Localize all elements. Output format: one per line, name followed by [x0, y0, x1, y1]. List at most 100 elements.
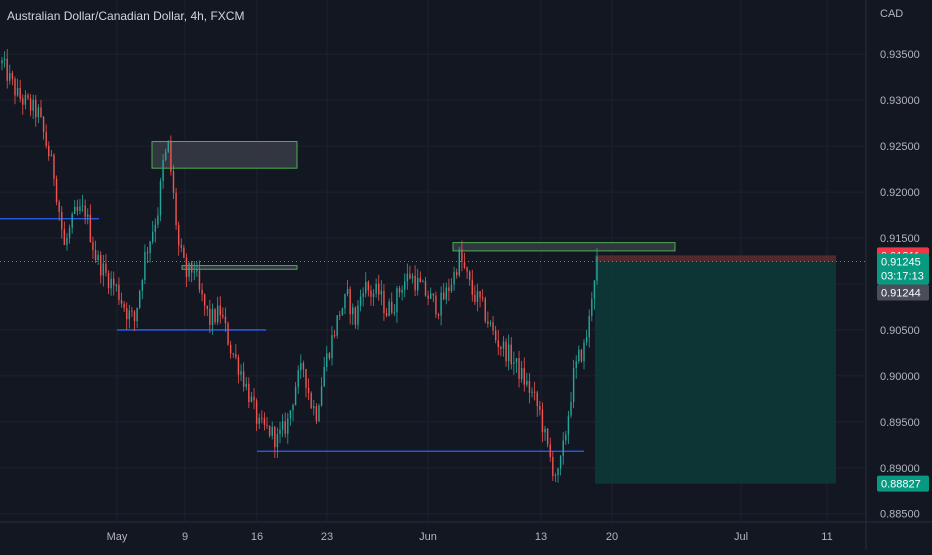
candle-body [591, 298, 593, 316]
symbol-name: Australian Dollar/Canadian Dollar [7, 9, 184, 23]
target-zone[interactable] [595, 261, 836, 484]
target-price-tag: 0.88827 [881, 479, 921, 491]
candle-body [167, 140, 170, 152]
candle-body [333, 335, 336, 337]
candle-body [461, 249, 463, 262]
candle-body [349, 288, 351, 315]
candle-body [287, 418, 289, 434]
time-tick-label: Jul [734, 531, 748, 543]
candle-body [541, 409, 544, 433]
candle-body [326, 353, 328, 368]
candle-body [120, 300, 123, 304]
candle-body [66, 238, 68, 245]
price-tick-label: 0.93000 [880, 95, 920, 107]
candle-body [318, 405, 320, 422]
candle-body [248, 383, 250, 402]
candle-body [162, 159, 164, 182]
candle-body [235, 354, 237, 358]
candle-body [391, 301, 393, 313]
candle-body [211, 309, 214, 326]
candle-body [429, 293, 432, 299]
candle-body [185, 257, 188, 277]
candle-body [596, 256, 598, 281]
supply-zone[interactable] [452, 242, 676, 252]
candle-body [468, 271, 471, 280]
candle-body [341, 308, 344, 316]
candle-body [453, 272, 455, 285]
candle-body [406, 273, 409, 282]
candle-body [539, 406, 541, 410]
candle-body [190, 262, 193, 273]
candle-body [164, 151, 167, 160]
candle-body [61, 212, 63, 230]
candle-body [198, 270, 201, 290]
candle-body [458, 249, 461, 276]
price-tick-label: 0.91500 [880, 233, 920, 245]
candle-body [6, 58, 8, 81]
candle-body [378, 283, 380, 295]
candle-body [55, 178, 58, 203]
currency-label: CAD [880, 8, 903, 20]
candle-body [463, 261, 466, 268]
candle-body [35, 99, 37, 118]
candle-body [268, 425, 271, 436]
candle-body [404, 281, 406, 290]
candle-body [305, 369, 307, 388]
candle-body [271, 426, 273, 436]
candle-body [570, 402, 572, 416]
candle-body [81, 205, 84, 207]
candle-body [276, 434, 279, 448]
candle-body [494, 330, 497, 341]
candle-body [40, 107, 42, 117]
candle-body [450, 284, 453, 291]
candle-body [203, 294, 206, 306]
candle-body [552, 456, 554, 477]
candle-body [375, 283, 377, 294]
candle-body [557, 468, 559, 476]
candle-body [209, 308, 211, 326]
candle-body [107, 272, 110, 289]
candle-body [554, 475, 557, 477]
candle-body [455, 272, 458, 276]
candle-body [481, 297, 484, 299]
candle-body [74, 206, 76, 214]
candle-body [414, 275, 416, 291]
supply-zone[interactable] [151, 141, 298, 169]
candle-body [149, 241, 151, 253]
price-tick-label: 0.89500 [880, 417, 920, 429]
candle-body [22, 98, 24, 105]
candle-body [357, 305, 359, 325]
price-tick-label: 0.90500 [880, 325, 920, 337]
supply-zone[interactable] [181, 265, 298, 270]
candle-body [281, 421, 284, 430]
candle-body [84, 205, 86, 217]
current-price-tag: 03:17:13 [881, 271, 924, 283]
candle-body [128, 310, 131, 320]
candle-body [214, 309, 216, 323]
candle-body [16, 88, 19, 96]
candle-body [565, 434, 567, 441]
candle-body [307, 387, 310, 393]
candle-body [471, 279, 473, 295]
candle-body [479, 291, 481, 298]
candle-body [580, 349, 583, 362]
candle-body [562, 440, 564, 457]
candle-body [502, 341, 505, 349]
candle-body [151, 231, 154, 242]
candle-body [417, 277, 419, 291]
candle-body [32, 99, 34, 111]
candle-body [279, 429, 281, 435]
candle-body [567, 415, 570, 435]
candle-body [344, 294, 346, 309]
candle-body [58, 202, 60, 213]
candle-body [193, 271, 195, 273]
time-tick-label: 9 [182, 531, 188, 543]
candle-body [232, 353, 234, 355]
candle-body [370, 290, 372, 297]
price-tick-label: 0.89000 [880, 463, 920, 475]
stop-zone[interactable] [595, 255, 836, 262]
candle-body [188, 262, 190, 277]
candle-body [79, 206, 81, 212]
